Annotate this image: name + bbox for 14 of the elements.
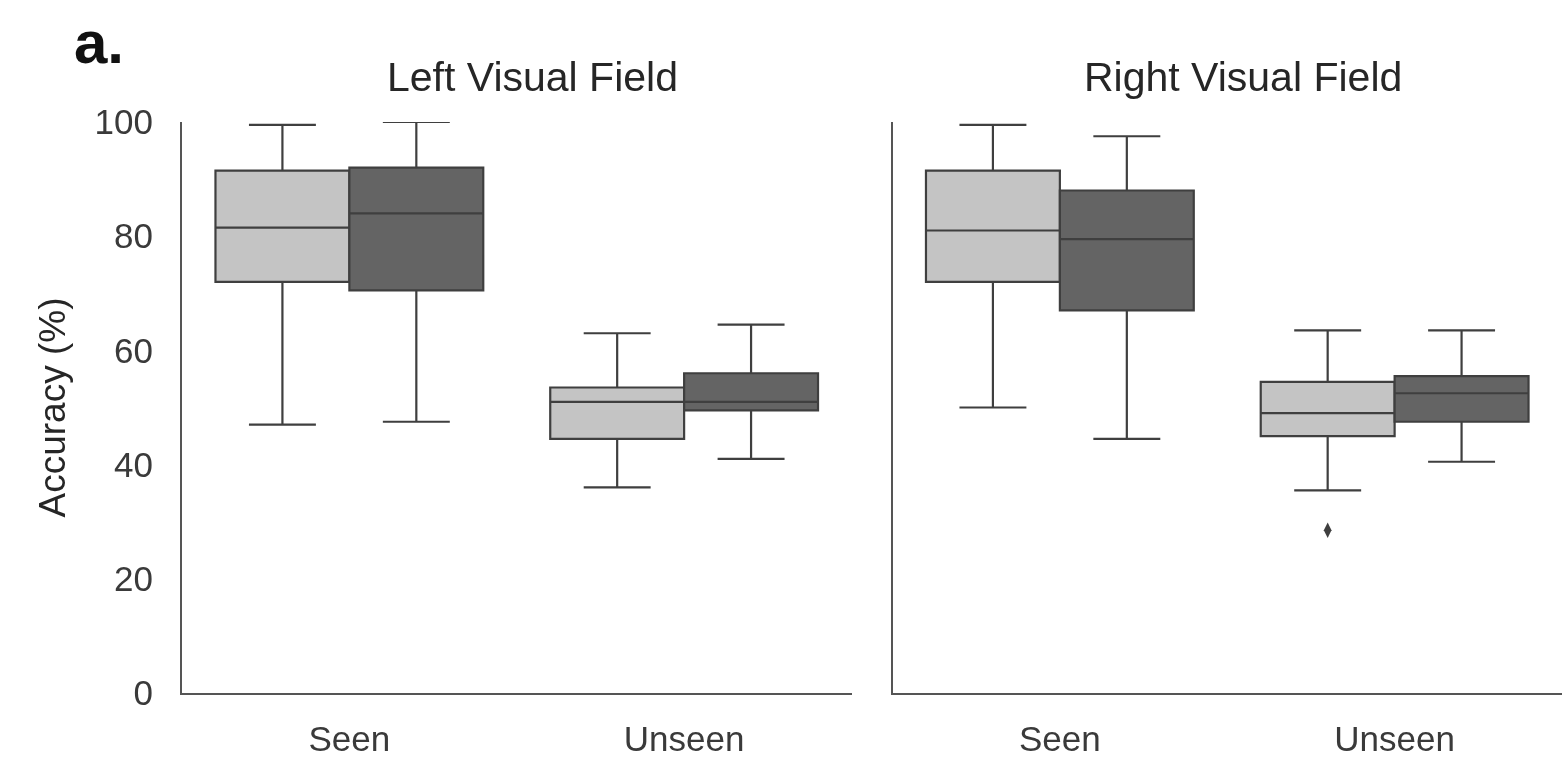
x-tick-label: Seen — [1018, 719, 1101, 759]
y-tick-label: 80 — [113, 216, 153, 256]
chart-title: Right Visual Field — [1084, 54, 1403, 100]
y-tick-label: 60 — [113, 330, 153, 370]
chart-title: Left Visual Field — [387, 54, 678, 100]
text: a. — [74, 9, 125, 76]
y-tick-label: 20 — [113, 559, 153, 599]
y-tick-label: 0 — [133, 673, 153, 713]
y-tick-label: 40 — [113, 444, 153, 484]
x-tick-label: Seen — [308, 719, 391, 759]
x-tick-label: Unseen — [1334, 719, 1455, 759]
x-tick-label: Unseen — [623, 719, 745, 759]
y-axis-title: Accuracy (%) — [31, 297, 73, 518]
y-tick-label: 100 — [94, 102, 153, 142]
